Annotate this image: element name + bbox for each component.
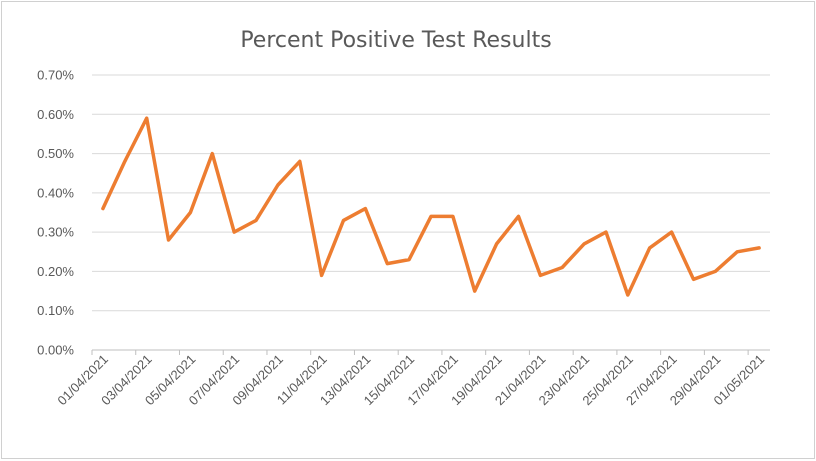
y-tick-label: 0.30% bbox=[37, 225, 74, 240]
y-tick-label: 0.40% bbox=[37, 185, 74, 200]
y-tick-label: 0.00% bbox=[37, 343, 74, 358]
gridlines bbox=[92, 75, 770, 311]
y-tick-label: 0.50% bbox=[37, 146, 74, 161]
x-axis-tick-labels: 01/04/202103/04/202105/04/202107/04/2021… bbox=[54, 352, 767, 409]
y-tick-label: 0.70% bbox=[37, 68, 74, 83]
y-axis-tick-labels: 0.00% 0.10% 0.20% 0.30% 0.40% 0.50% 0.60% 0.70% bbox=[37, 68, 74, 358]
y-tick-label: 0.20% bbox=[37, 264, 74, 279]
series-line bbox=[103, 118, 759, 295]
y-tick-label: 0.10% bbox=[37, 303, 74, 318]
chart-title: Percent Positive Test Results bbox=[240, 28, 551, 53]
series-layer bbox=[103, 118, 759, 295]
y-tick-label: 0.60% bbox=[37, 107, 74, 122]
